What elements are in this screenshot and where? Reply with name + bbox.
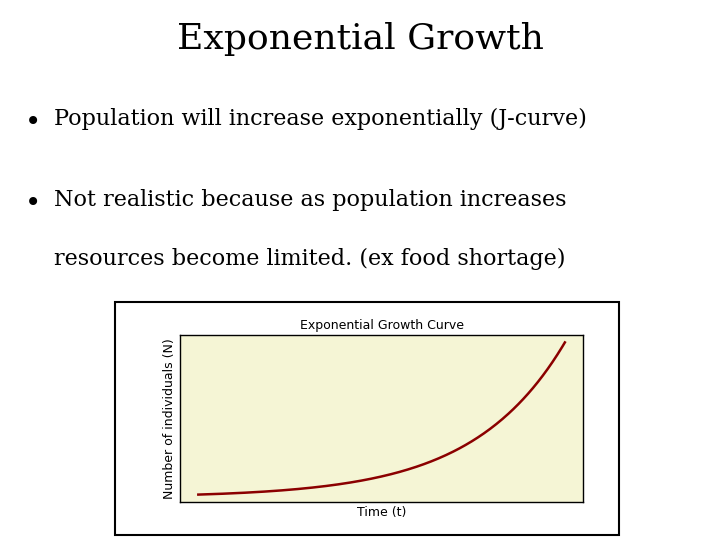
Text: •: •: [25, 189, 42, 217]
Text: •: •: [25, 108, 42, 136]
Text: Not realistic because as population increases: Not realistic because as population incr…: [54, 189, 567, 211]
Text: Population will increase exponentially (J-curve): Population will increase exponentially (…: [54, 108, 587, 130]
Text: Exponential Growth: Exponential Growth: [176, 22, 544, 56]
Y-axis label: Number of individuals (N): Number of individuals (N): [163, 338, 176, 499]
Text: resources become limited. (ex food shortage): resources become limited. (ex food short…: [54, 248, 565, 271]
X-axis label: Time (t): Time (t): [357, 507, 406, 519]
FancyBboxPatch shape: [115, 302, 619, 535]
Title: Exponential Growth Curve: Exponential Growth Curve: [300, 319, 464, 332]
